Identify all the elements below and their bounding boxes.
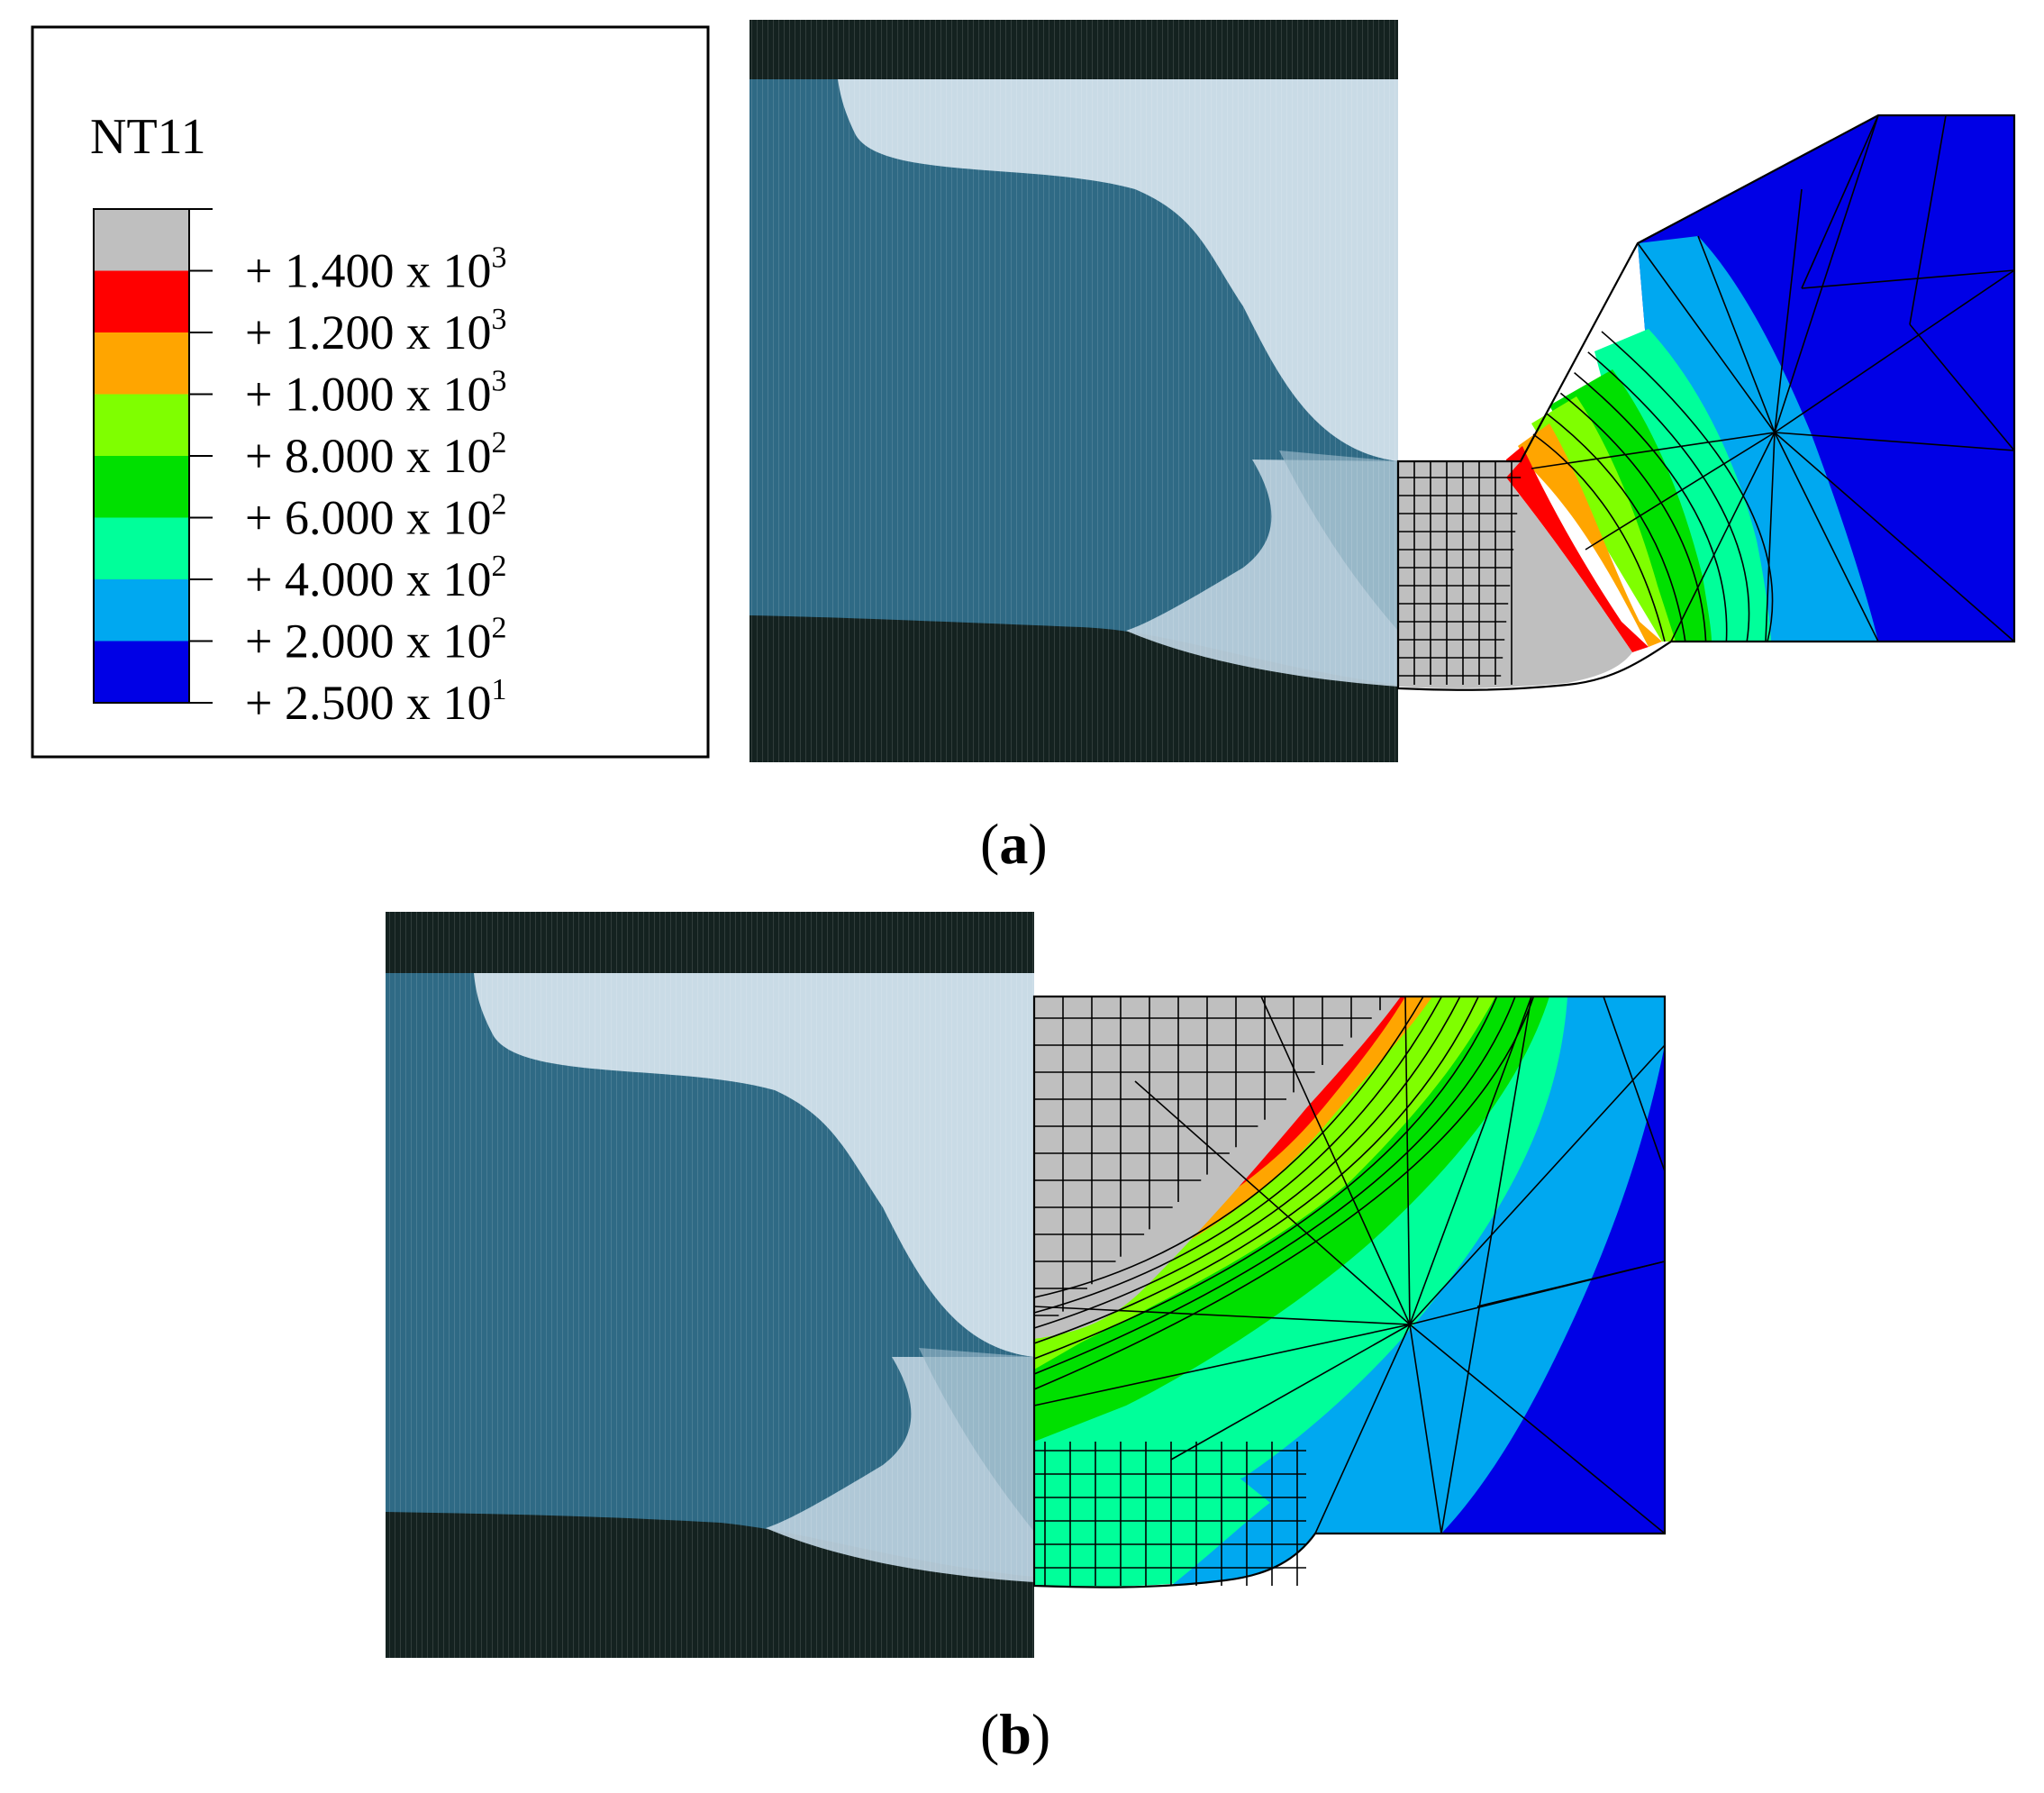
panel-b <box>386 912 1667 1658</box>
legend-label-7: + 2.500 x 101 <box>245 673 506 730</box>
legend-swatch-7 <box>94 641 189 703</box>
fea-a-red-region <box>1506 446 1649 652</box>
legend-title: NT11 <box>90 109 206 165</box>
legend-label-6: + 2.000 x 102 <box>245 612 506 669</box>
panel-a <box>749 20 2016 762</box>
legend-label-2: + 1.000 x 103 <box>245 365 506 422</box>
legend-swatch-6 <box>94 579 189 642</box>
panel-a-macrograph <box>749 20 1398 762</box>
legend-labels: + 1.400 x 103+ 1.200 x 103+ 1.000 x 103+… <box>245 241 506 731</box>
fea-a-mesh <box>1398 114 2015 685</box>
fea-a-orange-region <box>1518 423 1662 647</box>
legend-label-5: + 4.000 x 102 <box>245 550 506 606</box>
fea-a-cyan-region <box>1594 329 1771 642</box>
legend-label-1: + 1.200 x 103 <box>245 303 506 360</box>
legend-swatch-0 <box>94 209 189 271</box>
fea-b-outline <box>1032 995 1667 1588</box>
panel-b-label: b <box>999 1702 1031 1766</box>
legend-label-4: + 6.000 x 102 <box>245 488 506 545</box>
panel-b-macrograph <box>386 912 1034 1658</box>
panel-a-label: a <box>999 812 1029 876</box>
legend-swatch-4 <box>94 456 189 518</box>
panel-b-caption: (b) <box>980 1702 1051 1766</box>
legend-label-3: + 8.000 x 102 <box>245 426 506 483</box>
fea-b-melt-zone <box>1034 997 1401 1339</box>
panel-a-fea-model <box>1396 114 2016 691</box>
fea-a-outline <box>1396 114 2016 691</box>
fea-b-root-blue <box>1171 1496 1315 1586</box>
fea-a-lightgreen-region <box>1531 396 1676 642</box>
legend-swatch-2 <box>94 332 189 395</box>
legend-swatch-5 <box>94 517 189 579</box>
panel-b-fea-model <box>1032 995 1667 1588</box>
legend-color-bar <box>93 208 213 704</box>
legend-swatch-3 <box>94 394 189 456</box>
legend-swatch-1 <box>94 270 189 332</box>
fea-b-mesh <box>1033 996 1666 1586</box>
legend: NT11 + 1.400 x 103+ 1.200 x 103+ 1.000 x… <box>31 25 710 759</box>
legend-label-0: + 1.400 x 103 <box>245 241 506 298</box>
fea-a-melt-zone <box>1398 461 1632 688</box>
panel-a-caption: (a) <box>980 812 1048 876</box>
